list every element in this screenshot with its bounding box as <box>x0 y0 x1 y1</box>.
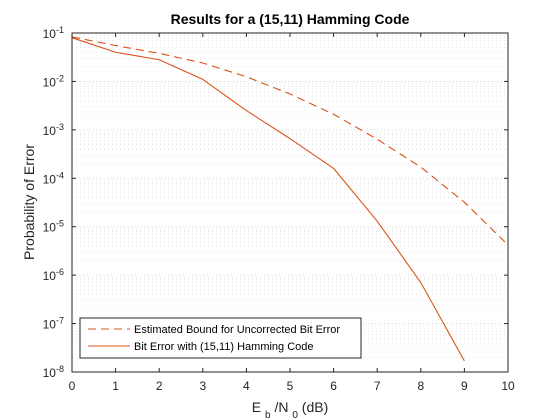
y-tick-label-base: 10 <box>43 124 57 138</box>
x-label-main: E <box>252 399 261 415</box>
y-tick-label-base: 10 <box>43 269 57 283</box>
x-tick-label: 8 <box>417 379 424 393</box>
y-tick-label: 10-1 <box>43 25 64 41</box>
y-tick-label: 10-3 <box>43 122 64 138</box>
y-tick-label-exponent: -6 <box>56 267 64 277</box>
y-tick-label-base: 10 <box>43 366 57 380</box>
x-tick-label: 2 <box>156 379 163 393</box>
y-tick-label-base: 10 <box>43 27 57 41</box>
x-tick-label: 7 <box>374 379 381 393</box>
y-tick-label-exponent: -2 <box>56 73 64 83</box>
legend: Estimated Bound for Uncorrected Bit Erro… <box>79 317 362 359</box>
x-tick-label: 0 <box>69 379 76 393</box>
x-label-sub1: b <box>265 410 271 420</box>
x-tick-label: 9 <box>461 379 468 393</box>
y-tick-label: 10-5 <box>43 219 64 235</box>
hamming-code-series-line <box>71 37 465 362</box>
y-tick-label-base: 10 <box>43 172 57 186</box>
x-axis-label: E b /N 0 (dB) <box>252 399 328 420</box>
plot-area-background <box>72 33 508 372</box>
y-tick-label-base: 10 <box>43 75 57 89</box>
legend-dashed-line-label: Estimated Bound for Uncorrected Bit Erro… <box>134 324 340 336</box>
y-tick-label-base: 10 <box>43 221 57 235</box>
chart-title: Results for a (15,11) Hamming Code <box>171 11 410 27</box>
tick-layer: 0 1 2 3 4 5 6 7 8 9 1010-810-710-610-510-410-310-2… <box>43 25 515 393</box>
legend-box <box>79 317 362 359</box>
y-axis-label: Probability of Error <box>21 144 37 260</box>
y-tick-label-exponent: -8 <box>56 364 64 374</box>
y-tick-label-exponent: -3 <box>56 122 64 132</box>
y-tick-label-base: 10 <box>43 318 57 332</box>
x-tick-label: 1 <box>112 379 119 393</box>
y-tick-label: 10-2 <box>43 73 64 89</box>
x-tick-label: 3 <box>199 379 206 393</box>
estimated-bound-series-line <box>71 36 509 246</box>
y-tick-label-exponent: -4 <box>56 170 64 180</box>
y-tick-label-exponent: -7 <box>56 316 64 326</box>
y-tick-label: 10-8 <box>43 364 64 380</box>
y-tick-label: 10-4 <box>43 170 64 186</box>
legend-solid-line-label: Bit Error with (15,11) Hamming Code <box>134 341 314 353</box>
y-tick-label-exponent: -1 <box>56 25 64 35</box>
x-tick-label: 5 <box>287 379 294 393</box>
y-tick-label: 10-7 <box>43 316 64 332</box>
x-label-tail: (dB) <box>302 399 328 415</box>
x-label-mid: /N <box>274 399 288 415</box>
y-tick-label: 10-6 <box>43 267 64 283</box>
series-layer <box>71 36 509 362</box>
x-tick-label: 6 <box>330 379 337 393</box>
x-label-sub2: 0 <box>292 410 298 420</box>
x-tick-label: 10 <box>501 379 515 393</box>
y-tick-label-exponent: -5 <box>56 219 64 229</box>
x-tick-label: 4 <box>243 379 250 393</box>
